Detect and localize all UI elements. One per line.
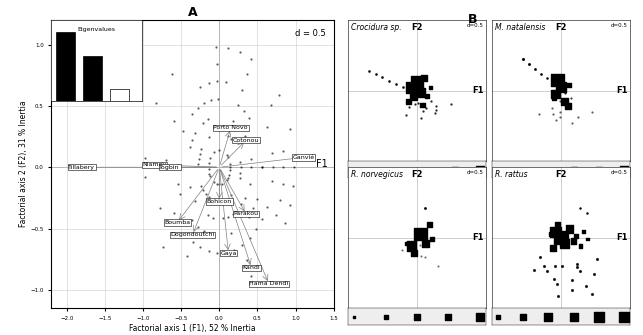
Point [549, 95, 559, 100]
Point [545, 231, 556, 237]
Point [571, 233, 581, 239]
Point [417, 102, 428, 108]
Text: Dogondoutchi: Dogondoutchi [170, 232, 215, 237]
Text: Hama Dendi: Hama Dendi [249, 281, 289, 286]
Point [408, 251, 419, 256]
Text: d=0.5: d=0.5 [467, 23, 484, 28]
Y-axis label: Factorial axis 2 (F2), 31 % Inertia: Factorial axis 2 (F2), 31 % Inertia [19, 101, 28, 227]
Text: d=0.5: d=0.5 [610, 23, 628, 28]
Text: Cotonou: Cotonou [233, 138, 259, 143]
Text: d=0.5: d=0.5 [467, 170, 484, 175]
Text: F2: F2 [555, 170, 566, 179]
Text: B: B [468, 13, 477, 26]
Text: Kandi: Kandi [242, 265, 260, 270]
Point [547, 246, 557, 251]
Point [552, 77, 563, 83]
Text: F2: F2 [555, 23, 566, 32]
Text: Boumba: Boumba [164, 220, 190, 225]
Text: F2: F2 [412, 23, 423, 32]
Point [422, 94, 433, 99]
Text: F1: F1 [616, 86, 628, 95]
Point [419, 75, 429, 81]
Text: d=0.5: d=0.5 [610, 170, 628, 175]
Point [424, 222, 435, 227]
Point [556, 84, 566, 90]
X-axis label: Factorial axis 1 (F1), 52 % Inertia: Factorial axis 1 (F1), 52 % Inertia [129, 324, 256, 333]
Text: Bohicon: Bohicon [206, 199, 232, 204]
Point [426, 84, 436, 90]
Point [578, 229, 588, 234]
Point [568, 239, 579, 244]
Point [550, 91, 561, 97]
Point [408, 94, 419, 99]
Text: F1: F1 [616, 233, 628, 242]
Point [559, 241, 570, 246]
Text: M. natalensis: M. natalensis [494, 23, 545, 32]
Text: Togbin: Togbin [159, 165, 180, 170]
Text: F2: F2 [412, 170, 423, 179]
Point [401, 241, 412, 246]
Point [427, 236, 437, 242]
Point [406, 84, 417, 90]
Text: F1: F1 [472, 233, 484, 242]
Point [582, 236, 592, 242]
Text: F1: F1 [316, 159, 328, 169]
Text: Gaya: Gaya [221, 251, 237, 256]
Point [559, 98, 570, 104]
Point [412, 79, 422, 85]
Point [564, 226, 574, 232]
Point [552, 222, 563, 227]
Text: Crocidura sp.: Crocidura sp. [350, 23, 401, 32]
Point [556, 235, 566, 240]
Text: d = 0.5: d = 0.5 [294, 29, 325, 38]
Text: Porto Novo: Porto Novo [213, 126, 248, 131]
Text: R. norvegicus: R. norvegicus [350, 170, 403, 179]
Point [563, 104, 573, 109]
Point [406, 244, 417, 249]
Point [415, 231, 426, 237]
Point [420, 241, 430, 246]
Text: Ganvié: Ganvié [292, 155, 314, 160]
Point [564, 82, 574, 88]
Text: R. rattus: R. rattus [494, 170, 527, 179]
Point [575, 244, 586, 249]
Text: F1: F1 [472, 86, 484, 95]
Text: Parakou: Parakou [233, 211, 258, 216]
Point [404, 98, 414, 104]
Text: Tillabery: Tillabery [68, 165, 95, 170]
Point [550, 229, 561, 234]
Point [415, 89, 426, 95]
Title: A: A [188, 6, 197, 19]
Text: F2: F2 [57, 29, 69, 39]
Text: Niamey: Niamey [142, 162, 167, 167]
